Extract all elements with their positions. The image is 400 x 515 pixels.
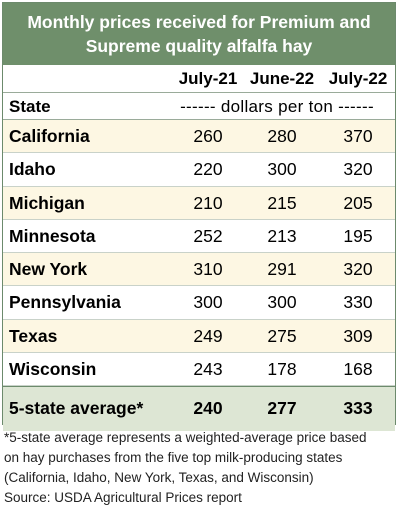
column-header-june-22: June-22 bbox=[249, 69, 315, 88]
price-cell-june-22: 178 bbox=[267, 359, 297, 380]
price-cell-july-21: 243 bbox=[193, 359, 223, 380]
state-header: State bbox=[9, 97, 51, 116]
price-cell-june-22: 275 bbox=[267, 325, 297, 346]
price-cell-june-22: 291 bbox=[267, 259, 297, 280]
title-line-1: Monthly prices received for Premium and bbox=[27, 12, 371, 32]
price-cell-july-22: 205 bbox=[343, 192, 373, 213]
unit-label: ------ dollars per ton ------ bbox=[180, 97, 374, 116]
state-name: Texas bbox=[9, 325, 58, 346]
table-row: New York 310 291 320 bbox=[3, 253, 395, 287]
state-name: Michigan bbox=[9, 192, 85, 213]
price-cell-july-21: 249 bbox=[193, 325, 223, 346]
column-header-row: July-21 June-22 July-22 bbox=[3, 65, 395, 93]
price-cell-july-22: 330 bbox=[343, 292, 373, 313]
state-name: New York bbox=[9, 259, 88, 280]
price-cell-july-22: 168 bbox=[343, 359, 373, 380]
state-name: Wisconsin bbox=[9, 359, 97, 380]
average-value-june-22: 277 bbox=[267, 398, 297, 419]
table-row: Texas 249 275 309 bbox=[3, 319, 395, 354]
state-name: Pennsylvania bbox=[9, 292, 121, 313]
average-row: 5-state average* 240 277 333 bbox=[3, 386, 395, 432]
price-cell-june-22: 300 bbox=[267, 292, 297, 313]
column-header-july-22: July-22 bbox=[328, 69, 388, 88]
price-table: Monthly prices received for Premium and … bbox=[2, 2, 396, 432]
table-row: Wisconsin 243 178 168 bbox=[3, 353, 395, 387]
price-cell-july-22: 309 bbox=[343, 325, 373, 346]
table-row: Minnesota 252 213 195 bbox=[3, 220, 395, 254]
price-cell-july-21: 252 bbox=[193, 225, 223, 246]
price-cell-july-22: 320 bbox=[343, 259, 373, 280]
state-name: California bbox=[9, 126, 90, 146]
footnote: *5-state average represents a weighted-a… bbox=[4, 428, 396, 508]
average-value-july-22: 333 bbox=[343, 398, 373, 419]
average-label: 5-state average* bbox=[9, 398, 144, 419]
table-body: California 260 280 370 Idaho 220 300 320 Michiga… bbox=[3, 120, 395, 387]
price-cell-june-22: 213 bbox=[267, 225, 297, 246]
table-row: California 260 280 370 bbox=[3, 120, 395, 154]
price-cell-july-21: 260 bbox=[193, 126, 223, 146]
state-name: Idaho bbox=[9, 159, 56, 180]
table-row: Michigan 210 215 205 bbox=[3, 186, 395, 220]
table-title: Monthly prices received for Premium and … bbox=[3, 3, 395, 65]
table-row: Pennsylvania 300 300 330 bbox=[3, 286, 395, 320]
price-cell-july-21: 220 bbox=[193, 159, 223, 180]
footnote-line-2: on hay purchases from the five top milk-… bbox=[4, 450, 343, 465]
table-row: Idaho 220 300 320 bbox=[3, 153, 395, 187]
footnote-line-1: *5-state average represents a weighted-a… bbox=[4, 430, 367, 445]
unit-header-row: State ------ dollars per ton ------ bbox=[3, 93, 395, 120]
price-cell-july-21: 310 bbox=[193, 259, 223, 280]
title-line-2: Supreme quality alfalfa hay bbox=[85, 36, 313, 56]
source-line: Source: USDA Agricultural Prices report bbox=[4, 490, 242, 505]
price-cell-july-21: 300 bbox=[193, 292, 223, 313]
average-value-july-21: 240 bbox=[193, 398, 223, 419]
price-cell-june-22: 215 bbox=[267, 192, 297, 213]
state-name: Minnesota bbox=[9, 225, 96, 246]
price-cell-july-22: 370 bbox=[343, 126, 373, 146]
column-header-july-21: July-21 bbox=[178, 69, 238, 88]
price-cell-june-22: 280 bbox=[267, 126, 297, 146]
price-cell-july-22: 195 bbox=[343, 225, 373, 246]
price-cell-june-22: 300 bbox=[267, 159, 297, 180]
footnote-line-3: (California, Idaho, New York, Texas, and… bbox=[4, 470, 314, 485]
price-cell-july-21: 210 bbox=[193, 192, 223, 213]
price-cell-july-22: 320 bbox=[343, 159, 373, 180]
